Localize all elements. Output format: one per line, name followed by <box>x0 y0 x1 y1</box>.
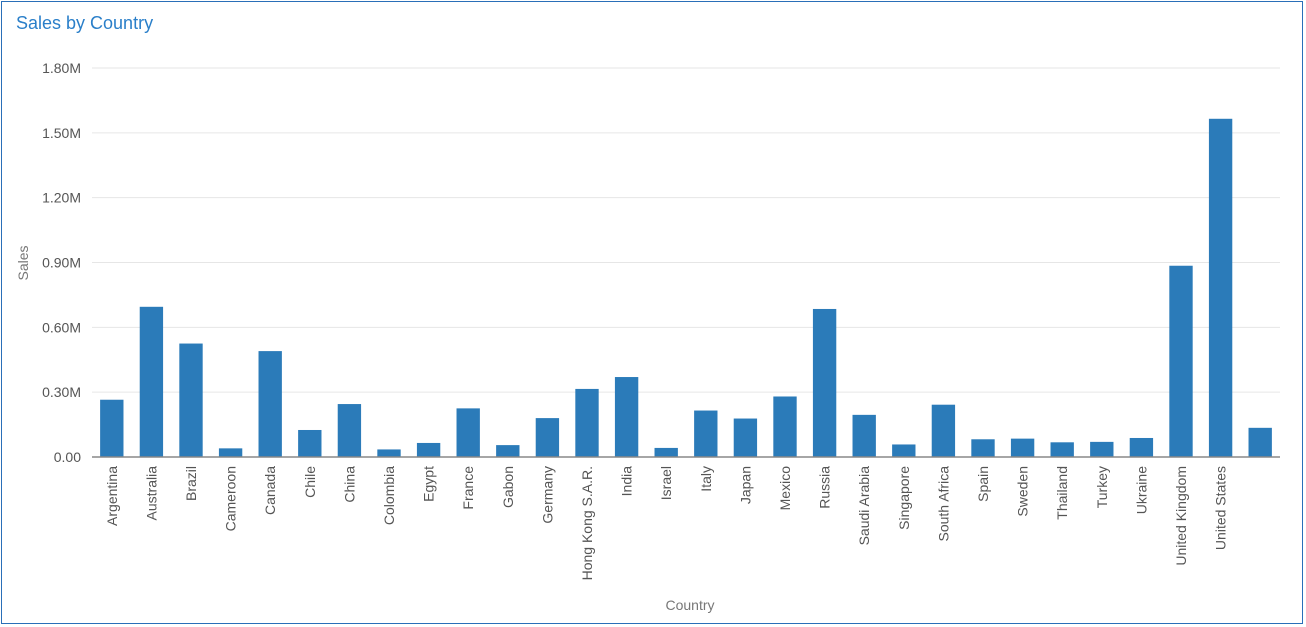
bar[interactable] <box>100 399 124 457</box>
x-tick-label: China <box>341 466 357 503</box>
x-tick-label: Colombia <box>381 466 397 525</box>
bar[interactable] <box>773 396 797 457</box>
y-axis-tick-labels: 0.00 0.30M 0.60M 0.90M 1.20M 1.50M 1.80M <box>42 60 81 465</box>
bar[interactable] <box>1169 265 1193 457</box>
x-tick-label: Argentina <box>104 466 120 526</box>
x-tick-label: United Kingdom <box>1173 466 1189 566</box>
bar[interactable] <box>1208 118 1233 458</box>
bar[interactable] <box>971 439 995 457</box>
bar[interactable] <box>377 449 401 457</box>
x-tick-label: Italy <box>698 466 714 492</box>
x-tick-label: Australia <box>143 466 159 521</box>
bar[interactable] <box>337 404 362 457</box>
y-tick-label: 0.60M <box>42 319 81 335</box>
x-tick-label: Chile <box>302 466 318 498</box>
x-tick-label: Israel <box>658 466 674 500</box>
x-tick-label: Singapore <box>896 466 912 530</box>
bar[interactable] <box>892 444 916 457</box>
bar[interactable] <box>812 308 837 457</box>
x-tick-label: Russia <box>817 466 833 509</box>
x-axis-title: Country <box>665 597 714 613</box>
bar[interactable] <box>852 414 876 457</box>
x-tick-label: South Africa <box>935 466 951 542</box>
bar[interactable] <box>258 351 282 457</box>
bar[interactable] <box>614 377 639 457</box>
x-tick-label: France <box>460 466 476 510</box>
y-axis-title: Sales <box>15 245 31 280</box>
x-tick-label: Japan <box>737 466 753 504</box>
x-tick-label: Gabon <box>500 466 516 508</box>
bar[interactable] <box>535 418 560 457</box>
gridlines <box>92 67 1280 393</box>
bar[interactable] <box>139 306 164 457</box>
bar[interactable] <box>496 445 520 457</box>
x-tick-label: Thailand <box>1054 466 1070 520</box>
x-tick-label: India <box>619 466 635 497</box>
x-tick-label: Hong Kong S.A.R. <box>579 466 595 580</box>
x-tick-label: Cameroon <box>223 466 239 531</box>
bar[interactable] <box>654 447 678 457</box>
bars <box>100 118 1272 458</box>
x-tick-label: Turkey <box>1094 466 1110 508</box>
bar[interactable] <box>1010 438 1035 457</box>
x-tick-label: Sweden <box>1015 466 1031 517</box>
x-tick-label: Spain <box>975 466 991 502</box>
bar[interactable] <box>694 410 718 457</box>
x-axis-tick-labels: Argentina Australia Brazil Cameroon Canada Ch… <box>104 466 1229 581</box>
chart-title: Sales by Country <box>16 13 154 33</box>
x-tick-label: Mexico <box>777 466 793 511</box>
x-tick-label: United States <box>1213 466 1229 550</box>
y-tick-label: 0.30M <box>42 384 81 400</box>
x-tick-label: Ukraine <box>1133 466 1149 514</box>
bar[interactable] <box>733 418 758 457</box>
bar[interactable] <box>1090 441 1114 457</box>
x-tick-label: Canada <box>262 466 278 515</box>
bar[interactable] <box>931 404 956 457</box>
bar[interactable] <box>416 442 441 457</box>
bar[interactable] <box>1248 427 1272 457</box>
x-tick-label: Egypt <box>421 466 437 502</box>
bar[interactable] <box>575 388 599 457</box>
y-tick-label: 0.90M <box>42 255 81 271</box>
bar[interactable] <box>179 343 203 457</box>
y-tick-label: 1.50M <box>42 125 81 141</box>
bar[interactable] <box>218 448 243 457</box>
bar[interactable] <box>456 408 480 457</box>
y-tick-label: 1.20M <box>42 190 81 206</box>
bar[interactable] <box>1050 442 1074 457</box>
y-tick-label: 0.00 <box>54 449 81 465</box>
x-tick-label: Brazil <box>183 466 199 501</box>
bar[interactable] <box>298 429 322 457</box>
x-tick-label: Saudi Arabia <box>856 466 872 546</box>
bar[interactable] <box>1129 437 1154 457</box>
x-tick-label: Germany <box>539 466 555 524</box>
y-tick-label: 1.80M <box>42 60 81 76</box>
